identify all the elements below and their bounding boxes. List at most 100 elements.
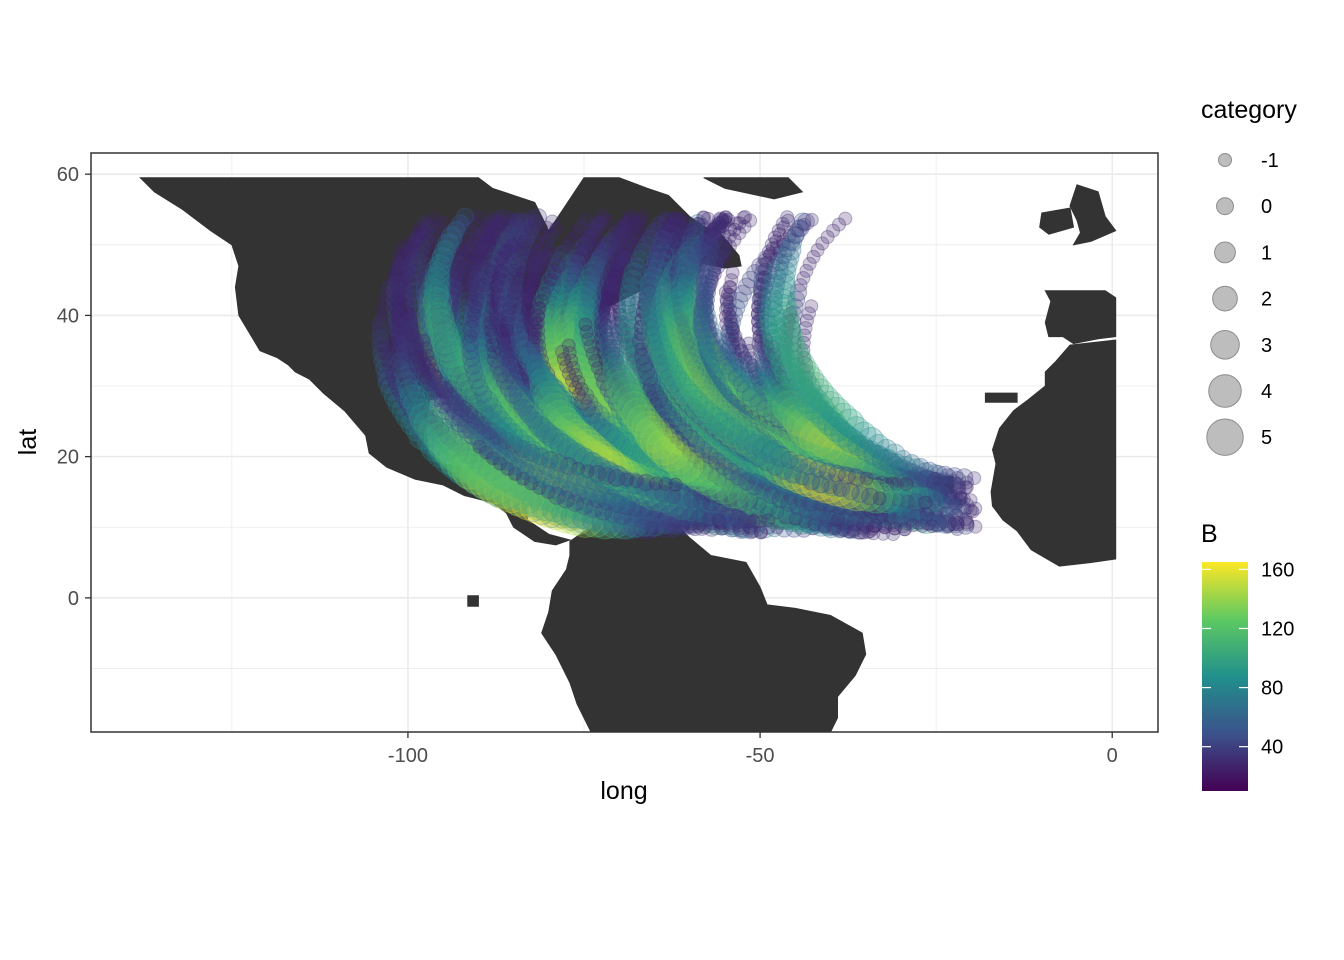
land-newfoundland xyxy=(692,233,742,269)
storm-point xyxy=(529,367,552,390)
storm-point xyxy=(732,474,750,493)
land-bahamas-andros xyxy=(561,419,567,429)
storm-point xyxy=(968,519,983,534)
storm-point xyxy=(712,472,731,491)
land-yucatan xyxy=(470,444,502,486)
storm-point xyxy=(783,320,801,339)
storm-point xyxy=(725,502,744,521)
storm-point xyxy=(546,404,577,435)
storm-point xyxy=(531,276,546,290)
storm-point xyxy=(631,451,657,477)
storm-point xyxy=(772,476,787,491)
storm-point xyxy=(805,397,828,420)
land-greenland-south xyxy=(703,177,804,200)
storm-point xyxy=(501,252,516,267)
storm-point xyxy=(886,501,901,516)
storm-point xyxy=(754,413,785,443)
storm-point xyxy=(515,369,541,395)
storm-point xyxy=(905,507,920,522)
storm-points-layer xyxy=(371,207,983,542)
storm-point xyxy=(928,488,947,507)
storm-point xyxy=(826,223,841,238)
land-nova-scotia xyxy=(646,268,691,292)
storm-point xyxy=(901,501,932,532)
storm-point xyxy=(494,281,509,296)
storm-point xyxy=(788,357,806,375)
storm-point xyxy=(911,504,942,534)
storm-point xyxy=(601,448,635,483)
storm-point xyxy=(896,504,910,519)
storm-point xyxy=(545,214,560,229)
storm-point xyxy=(725,328,740,343)
storm-point xyxy=(534,392,564,423)
storm-point xyxy=(528,283,543,298)
land-british-isles xyxy=(1069,184,1117,246)
land-puerto-rico xyxy=(637,466,651,472)
storm-point xyxy=(538,386,565,413)
storm-point xyxy=(758,417,792,451)
land-north-america xyxy=(139,177,712,546)
storm-point xyxy=(816,466,855,504)
storm-point xyxy=(526,354,545,373)
storm-point xyxy=(502,343,524,366)
storm-point xyxy=(806,455,821,469)
storm-point xyxy=(496,328,519,351)
storm-point xyxy=(525,297,540,312)
storm-point xyxy=(494,316,513,335)
storm-point xyxy=(662,480,693,510)
storm-point xyxy=(534,379,561,406)
storm-point xyxy=(640,454,667,480)
storm-point xyxy=(880,494,915,529)
storm-point xyxy=(504,244,519,259)
storm-point xyxy=(550,404,581,434)
storm-point xyxy=(496,323,515,342)
storm-point xyxy=(541,254,556,269)
storm-point xyxy=(746,398,765,417)
storm-point xyxy=(796,378,815,397)
storm-point xyxy=(827,471,842,486)
storm-point xyxy=(751,474,770,493)
storm-point xyxy=(783,312,802,331)
storm-point xyxy=(751,408,778,435)
storm-point xyxy=(522,210,537,224)
storm-point xyxy=(593,443,628,478)
storm-point xyxy=(784,305,803,324)
storm-point xyxy=(783,327,801,346)
storm-point xyxy=(683,488,709,515)
storm-point xyxy=(737,379,752,394)
storm-point xyxy=(755,506,773,525)
storm-point xyxy=(820,230,835,244)
storm-point xyxy=(851,486,866,501)
storm-point xyxy=(601,438,632,469)
storm-point xyxy=(734,372,749,387)
storm-point xyxy=(791,369,813,392)
storm-point xyxy=(869,458,887,477)
storm-point xyxy=(556,410,586,441)
storm-point xyxy=(847,443,865,461)
storm-point xyxy=(507,355,533,382)
storm-point xyxy=(579,432,613,467)
storm-point xyxy=(877,498,892,512)
storm-point xyxy=(653,476,684,507)
storm-point xyxy=(800,449,815,464)
storm-point xyxy=(769,429,804,464)
storm-point xyxy=(925,510,947,533)
storm-point xyxy=(713,498,736,521)
storm-point xyxy=(492,286,510,305)
storm-point xyxy=(820,466,835,481)
storm-point xyxy=(496,273,510,288)
storm-point xyxy=(784,342,803,361)
storm-point xyxy=(742,392,761,410)
storm-point xyxy=(503,348,530,375)
storm-point xyxy=(832,429,854,452)
storm-point xyxy=(576,425,607,456)
storm-point xyxy=(728,351,743,365)
storm-point xyxy=(808,461,847,499)
land-cuba xyxy=(513,433,593,459)
storm-point xyxy=(610,442,641,473)
storm-point xyxy=(817,412,835,431)
storm-point xyxy=(833,475,871,513)
storm-point xyxy=(915,510,929,525)
